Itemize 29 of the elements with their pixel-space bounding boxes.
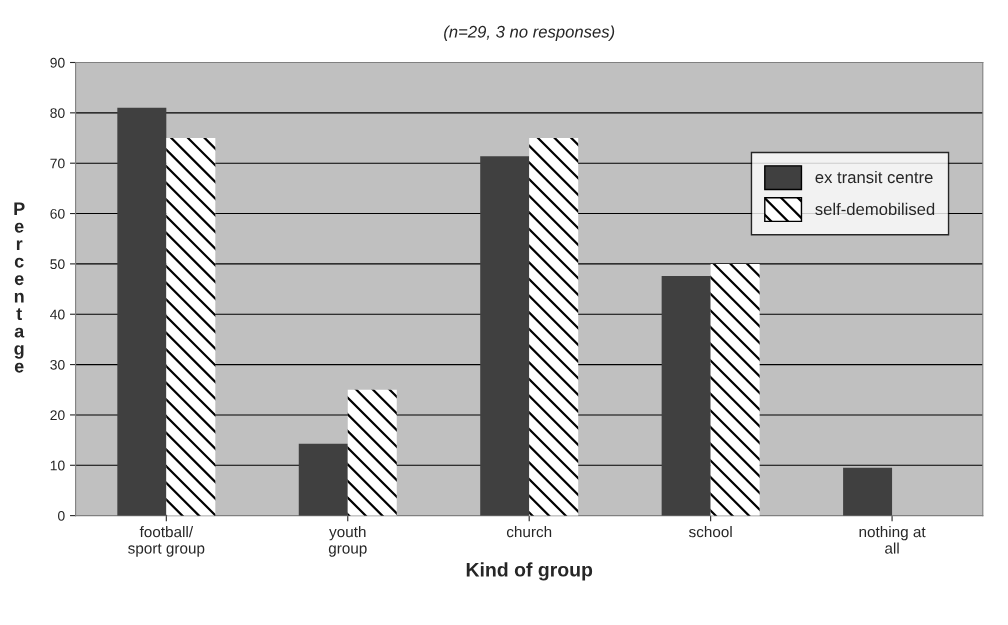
y-tick-label: 20 <box>50 410 65 421</box>
bar <box>347 389 397 516</box>
chart-title: (n=29, 3 no responses) <box>444 25 615 41</box>
y-tick-label: 50 <box>50 259 65 270</box>
y-tick-label: 30 <box>50 359 65 370</box>
legend-label: self-demobilised <box>815 202 935 216</box>
x-tick-label: nothing at all <box>859 526 926 554</box>
legend-label: ex transit centre <box>815 170 933 184</box>
x-tick-label: youth group <box>328 526 367 557</box>
bar <box>480 156 530 516</box>
bar <box>117 107 167 516</box>
bar <box>843 467 893 516</box>
x-tick-label: school <box>688 526 732 538</box>
y-tick-label: 60 <box>50 208 65 219</box>
x-tick-label: football/ sport group <box>128 526 205 557</box>
y-tick-label: 70 <box>50 158 65 169</box>
y-tick-label: 40 <box>50 309 65 320</box>
x-tick-label: church <box>506 526 552 538</box>
bar <box>166 138 216 516</box>
bar <box>298 443 348 516</box>
text: Percentage <box>14 202 25 373</box>
bar <box>529 138 579 516</box>
bar <box>661 275 711 516</box>
y-tick-label: 80 <box>50 108 65 119</box>
bar <box>710 263 760 516</box>
y-tick-label: 90 <box>50 57 65 68</box>
y-tick-label: 10 <box>50 460 65 471</box>
x-axis-title: Kind of group <box>466 562 593 581</box>
y-tick-label: 0 <box>58 510 65 521</box>
